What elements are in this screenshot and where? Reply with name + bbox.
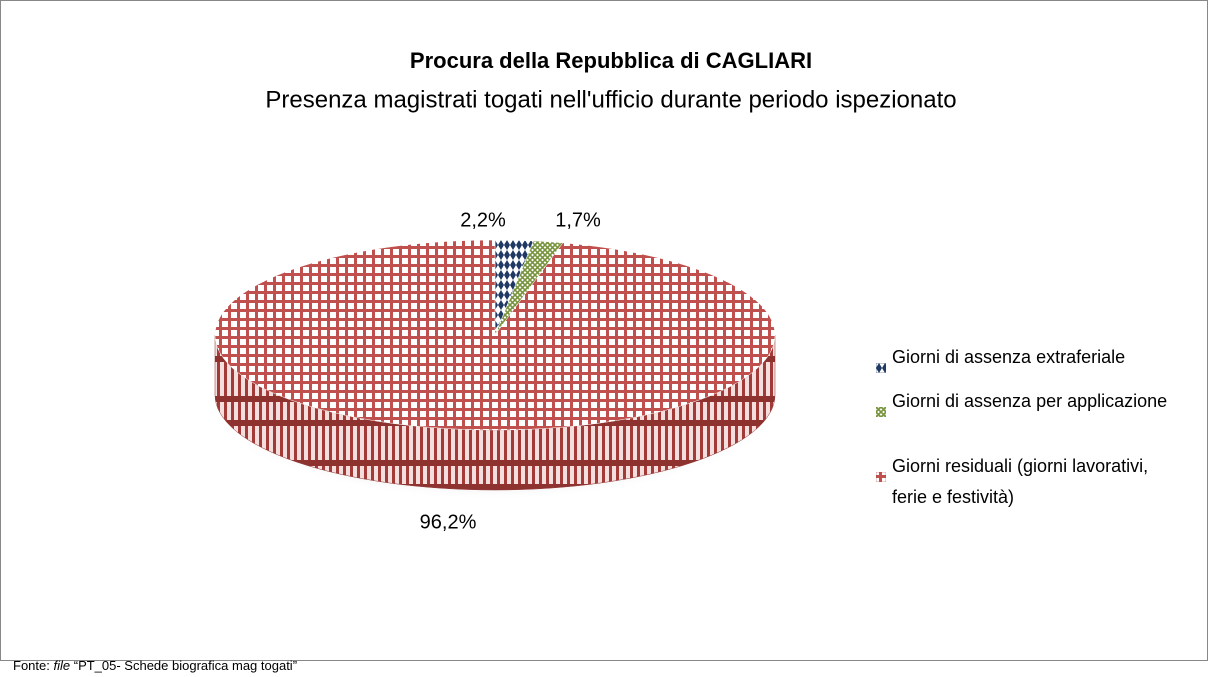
legend-label: Giorni residuali (giorni lavorativi, fer… (892, 456, 1149, 507)
chart-border (0, 0, 1208, 661)
source-prefix: Fonte: (13, 658, 50, 673)
legend-label: Giorni di assenza extraferiale (892, 347, 1126, 367)
legend-item: Giorni di assenza per applicazione (875, 386, 1176, 418)
source-emphasis: file (53, 658, 71, 673)
chart-title: Procura della Repubblica di CAGLIARI (410, 48, 812, 73)
data-label: 1,7% (555, 209, 601, 231)
legend-swatch (875, 352, 887, 374)
legend-swatch (875, 396, 887, 418)
source-text: “PT_05- Schede biografica mag togati” (73, 658, 298, 673)
legend-swatch (875, 461, 887, 483)
source-note: Fonte: file “PT_05- Schede biografica ma… (13, 658, 297, 673)
data-label: 2,2% (460, 209, 506, 231)
legend-item: Giorni residuali (giorni lavorativi, fer… (875, 451, 1176, 513)
chart-subtitle: Presenza magistrati togati nell'ufficio … (265, 86, 956, 113)
data-label: 96,2% (420, 511, 477, 533)
legend-label: Giorni di assenza per applicazione (892, 391, 1168, 411)
legend-item: Giorni di assenza extraferiale (875, 342, 1176, 374)
slice (214, 239, 776, 431)
